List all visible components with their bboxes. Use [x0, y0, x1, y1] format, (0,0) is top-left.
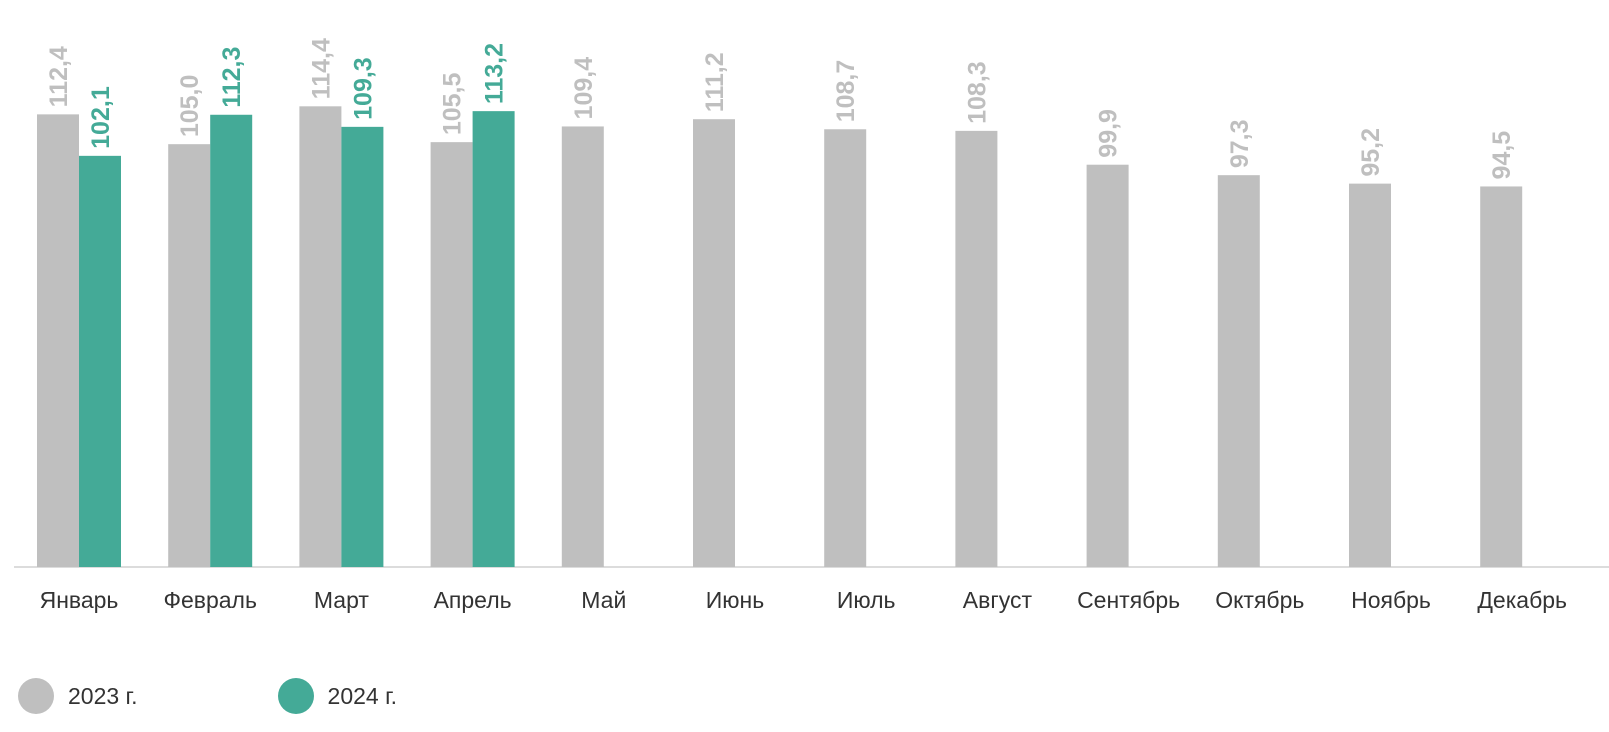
value-label-2023-3: 114,4: [307, 38, 335, 99]
bar-2024-1: [79, 155, 121, 567]
value-label-2023-8: 108,3: [963, 61, 991, 124]
bar-2023-7: [824, 129, 867, 567]
bars-group: [37, 106, 1523, 568]
legend-label-2024: 2024 г.: [327, 682, 398, 709]
value-label-2023-9: 99,9: [1095, 109, 1123, 158]
bar-2023-6: [693, 119, 735, 567]
bar-2023-1: [37, 114, 79, 567]
value-labels-group: 112,4 102,1 105,0 112,3 114,4 109,3 105,5 113,2…: [45, 38, 1516, 179]
value-label-2023-7: 108,7: [832, 60, 860, 123]
category-labels-group: Январь Февраль Март Апрель Май Июнь Июль Август…: [40, 587, 1567, 613]
bar-2024-3: [341, 126, 384, 567]
legend-swatch-2023: [18, 678, 54, 714]
category-label-4: Апрель: [434, 587, 512, 613]
category-label-1: Январь: [40, 587, 119, 613]
category-label-9: Сентябрь: [1077, 587, 1180, 613]
value-label-2023-12: 94,5: [1488, 131, 1516, 180]
value-label-2023-6: 111,2: [701, 52, 729, 112]
category-label-5: Май: [581, 587, 626, 613]
bar-2023-8: [955, 130, 998, 567]
category-label-12: Декабрь: [1477, 587, 1567, 613]
legend-item-2024: 2024 г.: [277, 678, 398, 714]
legend-label-2023: 2023 г.: [68, 682, 138, 709]
value-label-2023-10: 97,3: [1226, 120, 1254, 169]
bar-2023-9: [1086, 164, 1129, 567]
category-label-3: Март: [314, 587, 369, 613]
legend-swatch-2024: [277, 678, 314, 714]
bar-2023-3: [299, 106, 342, 567]
bar-2024-2: [210, 114, 253, 568]
bar-2023-10: [1217, 175, 1260, 567]
value-label-2024-2: 112,3: [218, 47, 246, 108]
value-label-2024-4: 113,2: [481, 43, 509, 104]
value-label-2023-4: 105,5: [439, 72, 467, 135]
bar-2023-4: [430, 142, 473, 568]
value-label-2024-1: 102,1: [87, 86, 115, 149]
legend-item-2023: 2023 г.: [18, 678, 138, 714]
value-label-2023-11: 95,2: [1357, 128, 1385, 177]
category-label-10: Октябрь: [1215, 587, 1304, 613]
bar-chart: 112,4 102,1 105,0 112,3 114,4 109,3 105,5 113,2…: [14, 38, 1609, 613]
bar-2023-2: [168, 144, 211, 568]
category-label-11: Ноябрь: [1351, 587, 1431, 613]
value-label-2024-3: 109,3: [349, 57, 377, 120]
value-label-2023-2: 105,0: [176, 75, 204, 138]
bar-2023-12: [1480, 186, 1523, 568]
legend: 2023 г. 2024 г.: [18, 678, 537, 714]
category-label-2: Февраль: [163, 587, 256, 613]
category-label-8: Август: [963, 587, 1033, 613]
category-label-7: Июль: [837, 587, 896, 613]
category-label-6: Июнь: [706, 587, 764, 613]
bar-2024-4: [472, 111, 515, 567]
value-label-2023-5: 109,4: [570, 57, 598, 120]
bar-2023-11: [1349, 183, 1391, 568]
bar-2023-5: [561, 126, 604, 567]
value-label-2023-1: 112,4: [45, 46, 73, 107]
